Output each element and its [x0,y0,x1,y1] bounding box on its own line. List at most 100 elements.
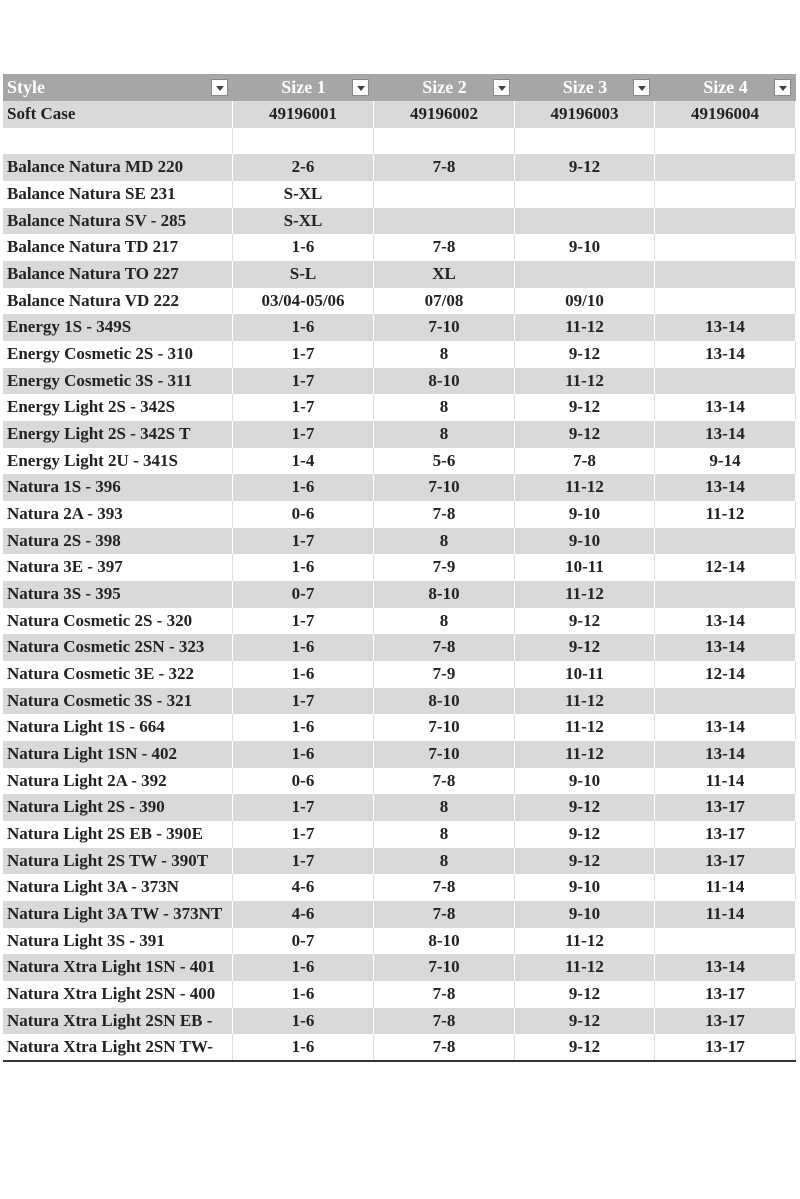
table-cell: 9-12 [515,421,655,448]
table-cell: Natura Light 3S - 391 [3,927,233,955]
table-cell: 8-10 [374,367,515,395]
table-row: Balance Natura SV - 285 S-XL [3,207,796,235]
table-cell: Energy Light 2U - 341S [3,447,233,475]
table-row: Natura Light 2A - 392 0-6 7-8 9-10 11-14 [3,767,796,795]
table-cell: 7-9 [374,661,515,688]
table-cell: 13-14 [655,341,796,368]
table-cell: 10-11 [515,661,655,688]
table-cell: Balance Natura TD 217 [3,234,233,261]
table-cell: 1-7 [233,367,374,395]
table-cell: 11-14 [655,874,796,902]
table-cell: 9-10 [515,527,655,555]
table-row: Natura Light 2S TW - 390T 1-7 8 9-12 13-17 [3,847,796,875]
table-cell [374,181,515,208]
table-row: Natura Light 3A - 373N 4-6 7-8 9-10 11-14 [3,874,796,902]
table-cell: 11-14 [655,901,796,928]
table-cell: 12-14 [655,661,796,688]
table-cell: 1-6 [233,234,374,261]
table-row: Energy Light 2U - 341S 1-4 5-6 7-8 9-14 [3,447,796,475]
table-row: Natura 2S - 398 1-7 8 9-10 [3,527,796,555]
header-text: Size 3 [562,77,608,97]
table-cell: 11-12 [655,501,796,528]
table-cell: 03/04-05/06 [233,287,374,315]
filter-button[interactable] [633,79,650,96]
table-cell: 13-14 [655,474,796,502]
table-row: Natura Cosmetic 3E - 322 1-6 7-9 10-11 12-14 [3,661,796,688]
table-cell: Balance Natura MD 220 [3,154,233,181]
table-cell [515,181,655,208]
table-cell: Natura Cosmetic 2S - 320 [3,607,233,635]
table-cell: 9-10 [515,901,655,928]
table-cell: 7-10 [374,954,515,982]
table-cell: 1-4 [233,447,374,475]
table-row: Balance Natura TD 217 1-6 7-8 9-10 [3,234,796,261]
table-row: Natura Light 3S - 391 0-7 8-10 11-12 [3,927,796,955]
table-cell: Natura Cosmetic 3S - 321 [3,687,233,715]
header-cell: Size 1 [233,74,374,101]
table-cell: 13-14 [655,394,796,422]
table-cell: 11-12 [515,687,655,715]
header-text: Size 1 [281,77,326,97]
table-cell: 0-7 [233,927,374,955]
table-cell: 8-10 [374,927,515,955]
table-cell: 13-17 [655,794,796,822]
table-cell: 9-12 [515,794,655,822]
table-cell: 13-17 [655,1034,796,1062]
table-cell: 11-12 [515,367,655,395]
table-cell [3,127,233,155]
table-cell: 1-6 [233,314,374,342]
filter-button[interactable] [211,79,228,96]
table-cell: 9-12 [515,821,655,848]
table-cell: 1-6 [233,954,374,982]
table-cell: 13-17 [655,981,796,1008]
table-cell: 9-12 [515,981,655,1008]
table-cell: 9-12 [515,154,655,181]
table-row: Natura Cosmetic 3S - 321 1-7 8-10 11-12 [3,687,796,715]
table-row: Natura Cosmetic 2SN - 323 1-6 7-8 9-12 13-14 [3,634,796,662]
table-cell: 2-6 [233,154,374,181]
table-cell: 11-14 [655,767,796,795]
table-cell: Energy Light 2S - 342S T [3,421,233,448]
table-cell: 9-12 [515,1007,655,1035]
table-cell: 13-14 [655,634,796,662]
table-cell [655,687,796,715]
table-cell: 49196001 [233,101,374,128]
table-cell: 8 [374,821,515,848]
table-cell: 13-14 [655,741,796,768]
table-cell: Natura Xtra Light 2SN EB - [3,1007,233,1035]
table-cell: 49196004 [655,101,796,128]
table-cell: Natura 3E - 397 [3,554,233,582]
header-row: Style Size 1 Size 2 Size 3 Size 4 [3,74,796,103]
table-row: Natura 3E - 397 1-6 7-9 10-11 12-14 [3,554,796,582]
table-cell: 1-6 [233,661,374,688]
table-cell [655,207,796,235]
filter-button[interactable] [352,79,369,96]
table-cell [655,261,796,288]
table-cell [515,207,655,235]
table-cell [655,181,796,208]
table-cell: 7-10 [374,474,515,502]
table-cell: 1-6 [233,1034,374,1062]
filter-button[interactable] [493,79,510,96]
table-row: Balance Natura VD 222 03/04-05/06 07/08 09/… [3,287,796,315]
table-cell: 1-6 [233,474,374,502]
table-row: Natura Xtra Light 1SN - 401 1-6 7-10 11-12 1… [3,954,796,982]
table-row: Natura Xtra Light 2SN - 400 1-6 7-8 9-12 13-… [3,981,796,1008]
table-cell: 7-8 [374,501,515,528]
table-cell: Natura 2S - 398 [3,527,233,555]
table-cell: Natura Light 1S - 664 [3,714,233,742]
table-cell: 11-12 [515,474,655,502]
table-cell: 9-14 [655,447,796,475]
table-cell: 8 [374,794,515,822]
table-cell: 9-12 [515,607,655,635]
table-cell: 13-14 [655,314,796,342]
table-cell: S-XL [233,207,374,235]
table-cell: 7-8 [374,1034,515,1062]
table-cell: Natura Xtra Light 2SN TW- [3,1034,233,1062]
table-row: Balance Natura MD 220 2-6 7-8 9-12 [3,154,796,181]
filter-button[interactable] [774,79,791,96]
header-cell: Size 3 [515,74,655,101]
table-cell: Natura Xtra Light 2SN - 400 [3,981,233,1008]
table-row: Natura Light 3A TW - 373NT 4-6 7-8 9-10 11-1… [3,901,796,928]
table-row: Natura Light 2S EB - 390E 1-7 8 9-12 13-17 [3,821,796,848]
